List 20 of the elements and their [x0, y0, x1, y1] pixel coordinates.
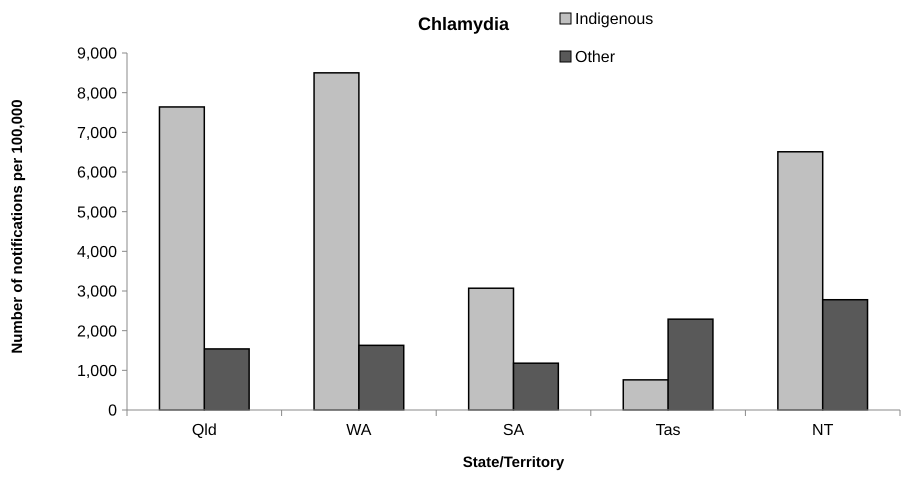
y-tick-label: 0 [108, 402, 118, 420]
x-tick-label: WA [346, 422, 372, 439]
legend-label: Indigenous [575, 11, 654, 28]
y-tick-label: 8,000 [76, 85, 118, 102]
y-tick-label: 3,000 [76, 284, 118, 301]
x-tick-label: SA [502, 422, 524, 439]
y-tick-label: 5,000 [76, 204, 118, 222]
y-tick-label: 2,000 [76, 323, 118, 340]
x-axis-title: State/Territory [462, 454, 565, 471]
legend-label: Other [575, 49, 616, 66]
y-tick-label: 7,000 [76, 124, 118, 142]
x-tick-label: Tas [656, 422, 681, 439]
y-axis-title: Number of notifications per 100,000 [9, 99, 26, 354]
y-tick-label: 4,000 [76, 244, 118, 261]
y-tick-label: 9,000 [76, 46, 118, 63]
x-tick-label: NT [812, 422, 834, 439]
x-tick-label: Qld [192, 422, 217, 439]
y-tick-label: 6,000 [76, 164, 118, 182]
y-tick-label: 1,000 [76, 362, 118, 380]
chart-title: Chlamydia [418, 14, 510, 34]
